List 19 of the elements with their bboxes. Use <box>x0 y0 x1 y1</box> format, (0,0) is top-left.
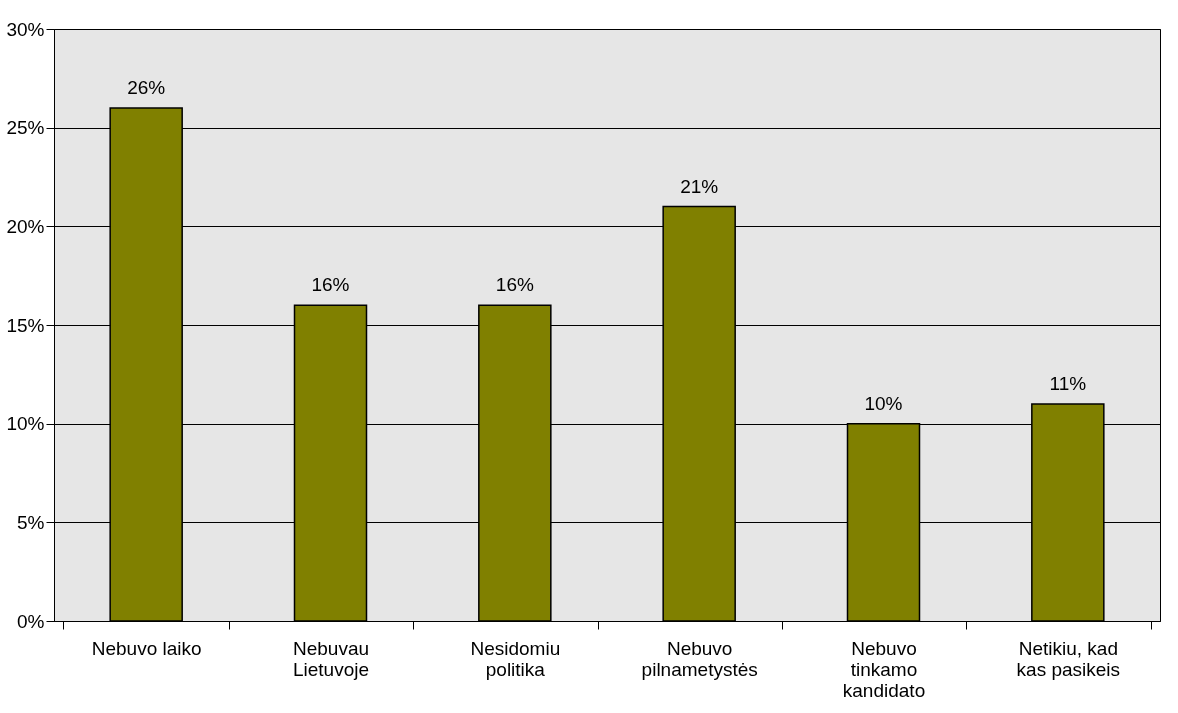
data-label: 16% <box>495 274 534 296</box>
x-tick-label: Nebuvo laiko <box>91 637 202 659</box>
x-tick-label: Nesidomiu politika <box>470 637 561 680</box>
x-tick-label: Nebuvau Lietuvoje <box>292 637 370 680</box>
y-tick-label: 0% <box>17 610 45 632</box>
y-tick-label: 30% <box>6 18 45 40</box>
y-tick-label: 25% <box>6 117 45 139</box>
data-label: 11% <box>1049 372 1087 394</box>
y-tick-label: 10% <box>6 413 45 435</box>
y-tick-label: 5% <box>17 511 45 533</box>
data-label: 10% <box>864 392 903 414</box>
data-label: 26% <box>127 76 166 98</box>
y-tick-label: 20% <box>6 215 45 237</box>
x-tick-label: Nebuvo pilnametystės <box>641 637 758 680</box>
data-label: 16% <box>311 274 350 296</box>
y-tick-label: 15% <box>6 314 45 336</box>
x-tick-label: Netikiu, kad kas pasikeis <box>1016 637 1121 680</box>
x-tick-label: Nebuvo tinkamo kandidato <box>842 637 926 701</box>
data-label: 21% <box>680 175 719 197</box>
